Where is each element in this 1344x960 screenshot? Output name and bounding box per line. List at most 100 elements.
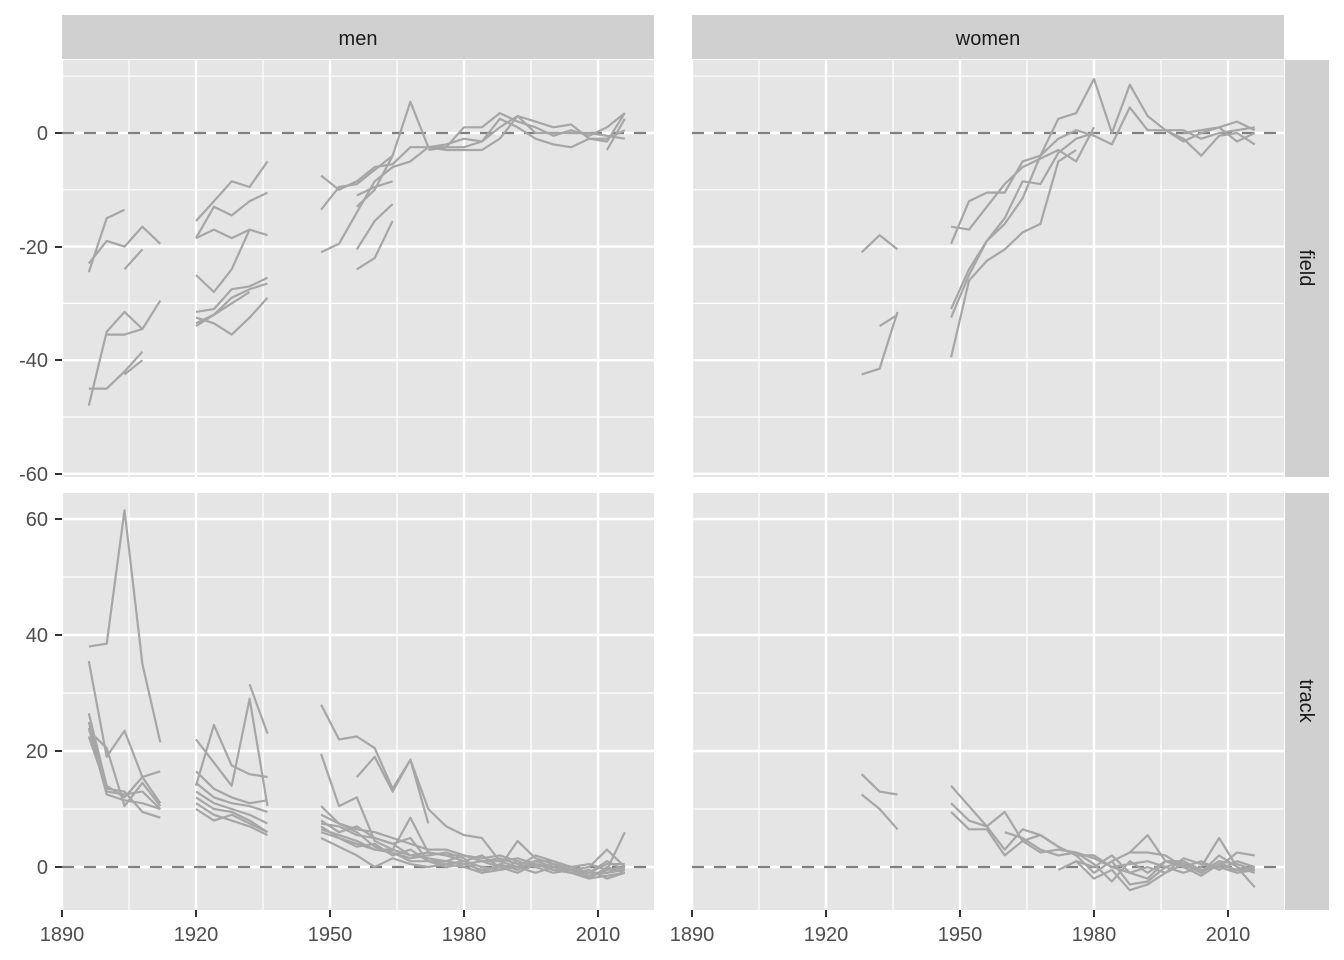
series-line bbox=[356, 220, 394, 271]
series-line bbox=[195, 160, 269, 222]
strip-right-track: track bbox=[1285, 493, 1329, 910]
series-line bbox=[88, 509, 162, 743]
series-line bbox=[87, 727, 161, 811]
gridlines bbox=[62, 60, 654, 477]
series-line bbox=[195, 296, 269, 336]
series-line bbox=[428, 117, 626, 152]
y-tick-label: -40 bbox=[19, 350, 48, 372]
series-line bbox=[248, 683, 269, 734]
y-tick-label: 0 bbox=[37, 123, 48, 145]
series-line bbox=[1111, 833, 1255, 874]
x-axis-women: 1890 1920 1950 1980 2010 bbox=[670, 910, 1251, 946]
x-tick-label: 2010 bbox=[576, 924, 621, 946]
series-line bbox=[860, 773, 898, 796]
series-line bbox=[879, 313, 899, 328]
series-group bbox=[87, 100, 626, 406]
series-group bbox=[860, 773, 1256, 892]
x-tick-label: 1920 bbox=[804, 924, 849, 946]
series-line bbox=[950, 106, 1256, 310]
series-line bbox=[195, 790, 268, 825]
series-line bbox=[87, 208, 125, 273]
y-tick-label: 60 bbox=[26, 509, 48, 531]
y-axis-track: 60 40 20 0 bbox=[26, 509, 62, 879]
series-line bbox=[1004, 831, 1256, 874]
series-line bbox=[88, 729, 162, 808]
series-line bbox=[106, 327, 143, 336]
series-group bbox=[860, 77, 1256, 376]
series-line bbox=[355, 203, 394, 250]
series-line bbox=[1075, 854, 1256, 874]
x-tick-label: 1980 bbox=[1072, 924, 1117, 946]
series-line bbox=[87, 300, 162, 406]
strip-label-field: field bbox=[1295, 250, 1317, 287]
series-line bbox=[195, 291, 251, 328]
y-tick-label: -20 bbox=[19, 237, 48, 259]
series-line bbox=[320, 112, 626, 254]
series-line bbox=[195, 276, 268, 313]
series-line bbox=[1129, 851, 1255, 877]
strip-label-men: men bbox=[339, 28, 378, 50]
series-line bbox=[195, 802, 268, 837]
panel-women-field bbox=[692, 60, 1284, 477]
y-tick-label: 40 bbox=[26, 625, 48, 647]
series-line bbox=[320, 111, 626, 191]
series-line bbox=[123, 359, 144, 376]
strip-top-men: men bbox=[62, 15, 654, 59]
series-line bbox=[1165, 129, 1256, 157]
panel-men-field bbox=[62, 60, 654, 477]
series-line bbox=[356, 180, 393, 197]
y-tick-label: 20 bbox=[26, 741, 48, 763]
series-line bbox=[950, 149, 1077, 358]
series-line bbox=[356, 155, 394, 208]
series-line bbox=[195, 228, 268, 240]
y-tick-label: -60 bbox=[19, 464, 48, 486]
series-line bbox=[860, 234, 899, 254]
series-line bbox=[320, 813, 625, 872]
panel-background bbox=[692, 60, 1284, 477]
series-line bbox=[195, 229, 251, 294]
x-tick-label: 1950 bbox=[938, 924, 983, 946]
series-line bbox=[1183, 120, 1256, 135]
series-line bbox=[195, 808, 268, 834]
series-line bbox=[195, 770, 268, 805]
x-tick-label: 1890 bbox=[40, 924, 85, 946]
x-tick-label: 2010 bbox=[1206, 924, 1251, 946]
strip-label-women: women bbox=[955, 28, 1020, 50]
strip-label-track: track bbox=[1295, 679, 1317, 723]
series-line bbox=[87, 660, 161, 779]
x-tick-label: 1950 bbox=[308, 924, 353, 946]
series-line bbox=[88, 350, 144, 390]
series-line bbox=[320, 100, 625, 211]
series-line bbox=[320, 825, 626, 874]
x-tick-label: 1890 bbox=[670, 924, 715, 946]
y-axis-field: 0 -20 -40 -60 bbox=[19, 123, 62, 486]
x-tick-label: 1920 bbox=[174, 924, 219, 946]
series-line bbox=[861, 311, 899, 376]
x-axis-men: 1890 1920 1950 1980 2010 bbox=[40, 910, 621, 946]
series-group bbox=[87, 509, 626, 880]
series-line bbox=[355, 755, 430, 824]
panel-men-track bbox=[62, 493, 654, 910]
series-line bbox=[194, 723, 268, 787]
strip-top-women: women bbox=[692, 15, 1284, 59]
series-line bbox=[123, 248, 144, 271]
series-line bbox=[950, 77, 1255, 245]
y-tick-label: 0 bbox=[37, 857, 48, 879]
strip-right-field: field bbox=[1285, 60, 1329, 477]
series-line bbox=[320, 822, 625, 874]
series-line bbox=[195, 782, 268, 813]
series-line bbox=[195, 191, 268, 239]
series-line bbox=[87, 713, 162, 804]
series-line bbox=[195, 697, 269, 807]
series-line bbox=[950, 126, 1095, 231]
series-line bbox=[87, 225, 162, 265]
series-line bbox=[320, 837, 625, 880]
x-tick-label: 1980 bbox=[442, 924, 487, 946]
series-line bbox=[195, 796, 269, 834]
panel-women-track bbox=[692, 493, 1284, 910]
panel-background bbox=[692, 493, 1284, 910]
series-line bbox=[606, 118, 626, 151]
series-line bbox=[950, 131, 1095, 319]
series-line bbox=[861, 793, 899, 831]
